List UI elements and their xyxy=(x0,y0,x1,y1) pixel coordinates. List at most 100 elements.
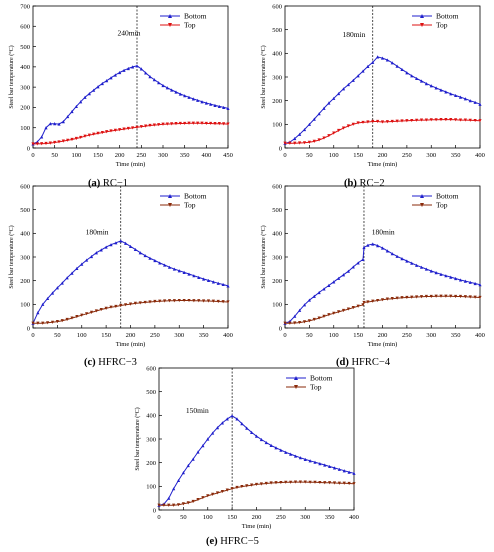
data-point-bottom xyxy=(410,261,414,265)
data-point-bottom xyxy=(356,261,360,265)
data-point-bottom xyxy=(245,426,249,430)
caption-letter-e: (e) xyxy=(206,536,218,547)
data-point-top xyxy=(259,482,263,486)
data-point-top xyxy=(124,303,128,307)
data-point-bottom xyxy=(128,244,133,248)
data-point-top xyxy=(204,121,208,126)
legend-label-bottom: Bottom xyxy=(184,12,207,21)
x-tick-label: 150 xyxy=(353,152,363,159)
data-point-bottom xyxy=(259,437,263,442)
data-point-top xyxy=(100,130,104,135)
y-tick-label: 600 xyxy=(272,3,282,10)
series-line-bottom xyxy=(158,415,355,506)
data-point-bottom xyxy=(225,417,229,421)
data-point-bottom xyxy=(341,87,346,91)
y-tick-label: 600 xyxy=(20,183,30,190)
data-point-top xyxy=(167,503,171,507)
y-tick-label: 500 xyxy=(272,27,282,34)
caption-text-b: RC−2 xyxy=(359,178,385,189)
data-point-top xyxy=(128,302,133,306)
y-tick-label: 300 xyxy=(146,436,156,443)
data-point-bottom xyxy=(66,114,70,119)
caption-text-c: HFRC−3 xyxy=(98,357,137,368)
data-point-top xyxy=(419,295,424,299)
data-point-bottom xyxy=(302,127,307,132)
data-point-bottom xyxy=(366,243,370,247)
data-point-bottom xyxy=(165,86,169,90)
data-point-bottom xyxy=(434,86,438,90)
data-point-bottom xyxy=(322,106,326,110)
caption-letter-a: (a) xyxy=(88,178,101,189)
data-point-top xyxy=(172,299,176,303)
data-point-bottom xyxy=(332,96,336,100)
data-point-bottom xyxy=(346,269,350,273)
data-point-top xyxy=(202,299,206,303)
data-point-bottom xyxy=(376,55,380,59)
data-point-bottom xyxy=(221,282,225,287)
x-tick-label: 200 xyxy=(115,152,125,159)
data-point-bottom xyxy=(307,122,311,126)
data-point-top xyxy=(225,488,229,492)
data-point-bottom xyxy=(36,311,40,315)
data-point-top xyxy=(395,296,399,300)
data-point-bottom xyxy=(152,78,156,82)
y-axis-label: Steel bar temperature (°C) xyxy=(8,45,15,108)
x-tick-label: 100 xyxy=(329,152,339,159)
chart-panel-a: 0 50 100 150 200 250 300 350 400 450 0 100 200 300 400… xyxy=(0,0,240,190)
data-point-top xyxy=(313,480,317,484)
data-point-top xyxy=(298,480,302,484)
data-point-top xyxy=(473,118,477,123)
data-point-bottom xyxy=(124,241,128,245)
data-point-top xyxy=(454,118,458,122)
data-point-top xyxy=(174,122,178,126)
data-point-top xyxy=(361,303,365,307)
data-point-bottom xyxy=(220,421,224,425)
data-point-top xyxy=(337,128,341,133)
data-point-top xyxy=(444,118,448,122)
x-tick-label: 50 xyxy=(306,152,313,159)
y-tick-label: 100 xyxy=(272,302,282,309)
y-tick-label: 400 xyxy=(272,231,282,238)
y-tick-label: 200 xyxy=(272,98,282,105)
data-point-bottom xyxy=(346,82,350,87)
data-point-top xyxy=(135,125,139,129)
data-point-bottom xyxy=(458,95,463,99)
data-point-top xyxy=(341,308,346,313)
data-point-top xyxy=(221,300,225,304)
data-point-top xyxy=(283,321,287,325)
x-tick-label: 100 xyxy=(71,152,81,159)
data-point-bottom xyxy=(361,69,365,73)
data-point-bottom xyxy=(167,496,171,500)
y-tick-label: 500 xyxy=(272,207,282,214)
data-point-bottom xyxy=(395,254,399,258)
data-point-top xyxy=(118,128,122,132)
legend-label-bottom: Bottom xyxy=(436,192,459,201)
caption-b: (b) RC−2 xyxy=(344,178,385,189)
y-tick-label: 100 xyxy=(20,125,30,132)
data-point-bottom xyxy=(172,267,176,271)
data-point-bottom xyxy=(351,265,355,269)
data-point-bottom xyxy=(65,276,69,280)
data-point-top xyxy=(215,491,220,495)
plot-frame xyxy=(32,5,229,149)
data-point-top xyxy=(371,119,375,124)
data-point-bottom xyxy=(119,239,123,243)
data-point-top xyxy=(126,126,130,131)
y-tick-label: 0 xyxy=(27,325,30,332)
y-tick-label: 400 xyxy=(146,413,156,420)
data-point-top xyxy=(131,126,135,130)
x-axis-label: Time (min) xyxy=(116,341,146,348)
data-point-top xyxy=(434,118,438,122)
data-point-top xyxy=(104,306,108,310)
data-point-bottom xyxy=(298,456,302,460)
data-point-bottom xyxy=(135,64,139,68)
data-point-bottom xyxy=(191,97,195,101)
data-point-top xyxy=(449,294,453,298)
data-point-bottom xyxy=(347,470,351,474)
data-point-bottom xyxy=(473,281,477,286)
data-point-top xyxy=(217,122,221,126)
data-point-bottom xyxy=(109,243,113,247)
data-point-bottom xyxy=(317,290,321,295)
data-point-top xyxy=(366,300,370,304)
data-point-top xyxy=(293,141,297,145)
